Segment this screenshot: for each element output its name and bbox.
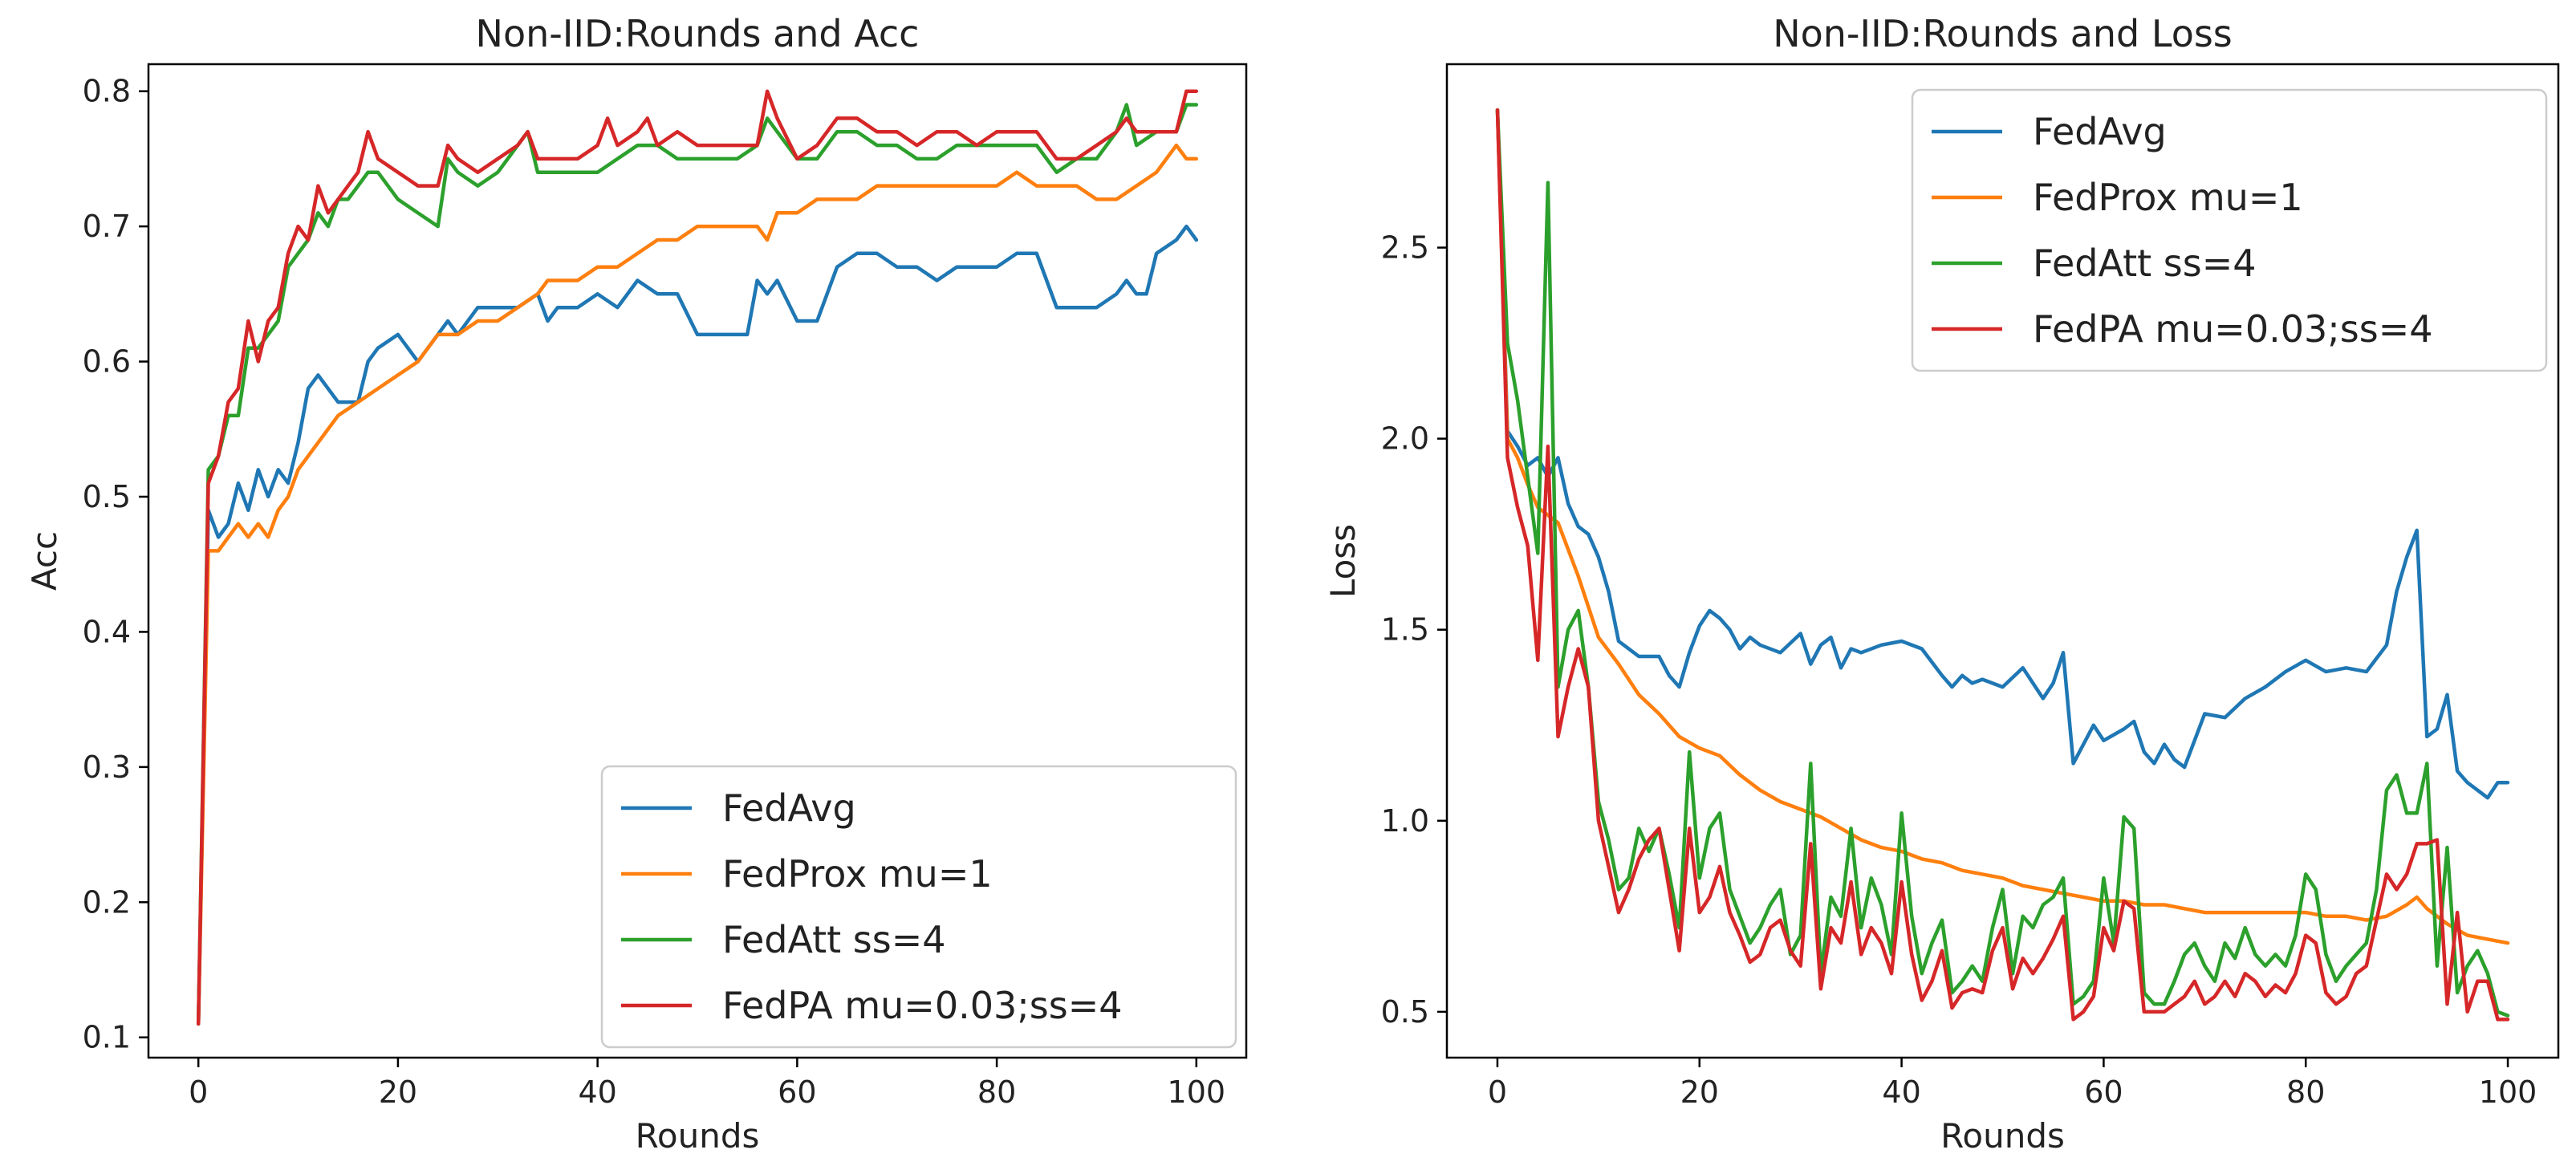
acc-series-fedpa-line [196,89,1199,1026]
loss-x-tick-label: 80 [2286,1074,2325,1110]
loss-legend-label: FedAtt ss=4 [2033,242,2257,285]
acc-series-fedavg-line [196,224,1199,1026]
acc-y-tick-label: 0.8 [83,74,131,109]
acc-x-tick-label: 100 [1168,1074,1226,1110]
acc-y-tick-label: 0.7 [83,209,131,244]
loss-x-tick-label: 60 [2084,1074,2123,1110]
loss-x-tick-label: 20 [1680,1074,1719,1110]
loss-y-tick-label: 2.0 [1381,421,1429,457]
loss-y-tick-label: 1.5 [1381,612,1429,648]
acc-y-tick-label: 0.5 [83,479,131,514]
acc-legend-label: FedPA mu=0.03;ss=4 [722,984,1123,1027]
acc-plot-frame [147,63,1248,1059]
loss-x-tick-label: 100 [2479,1074,2537,1110]
acc-y-tick-label: 0.3 [83,749,131,785]
acc-x-tick-label: 0 [189,1074,208,1110]
acc-x-tick-label: 60 [778,1074,816,1110]
loss-x-tick-label: 0 [1488,1074,1507,1110]
acc-x-tick-label: 80 [977,1074,1016,1110]
loss-legend: FedAvg FedProx mu=1 FedAtt ss=4 FedPA mu=0.… [1911,88,2548,372]
acc-series-fedprox-line [196,143,1199,1026]
acc-legend-label: FedAvg [722,786,856,830]
acc-y-tick-label: 0.1 [83,1020,131,1055]
loss-legend-box [1911,88,2548,372]
acc-y-tick-label: 0.6 [83,344,131,380]
acc-legend: FedAvg FedProx mu=1 FedAtt ss=4 FedPA mu=0.… [600,765,1237,1049]
acc-y-tick-label: 0.2 [83,884,131,920]
loss-series-fedavg-line [1495,108,2510,800]
loss-legend-label: FedAvg [2033,110,2167,153]
acc-legend-box [600,765,1237,1049]
loss-plot-frame [1445,63,2560,1059]
loss-y-tick-label: 2.5 [1381,230,1429,266]
acc-legend-label: FedAtt ss=4 [722,918,946,961]
loss-x-tick-label: 40 [1882,1074,1920,1110]
loss-legend-label: FedPA mu=0.03;ss=4 [2033,307,2433,351]
acc-y-axis-label: Acc [25,531,64,591]
acc-chart: 0 20 40 60 80 100 0.1 0.2 0.3 0.4 0.5 0.6 0.7 0.8 Non-… [25,12,1248,1156]
acc-series-fedatt-line [196,103,1199,1026]
acc-x-axis-label: Rounds [636,1116,760,1156]
acc-x-tick-label: 20 [379,1074,417,1110]
acc-y-tick-label: 0.4 [83,614,131,649]
loss-chart: 0 20 40 60 80 100 0.5 1.0 1.5 2.0 2.5 Non-IID:Round… [1323,12,2560,1156]
loss-series-fedpa-line [1495,108,2510,1022]
loss-x-axis-label: Rounds [1940,1116,2065,1156]
loss-series-fedprox-line [1495,108,2510,945]
loss-y-tick-label: 0.5 [1381,994,1429,1030]
loss-y-tick-label: 1.0 [1381,803,1429,839]
loss-y-axis-label: Loss [1323,524,1363,598]
acc-chart-title: Non-IID:Rounds and Acc [476,12,920,55]
acc-legend-label: FedProx mu=1 [722,852,993,896]
acc-x-tick-label: 40 [578,1074,616,1110]
loss-legend-label: FedProx mu=1 [2033,176,2303,219]
loss-chart-title: Non-IID:Rounds and Loss [1773,12,2233,55]
